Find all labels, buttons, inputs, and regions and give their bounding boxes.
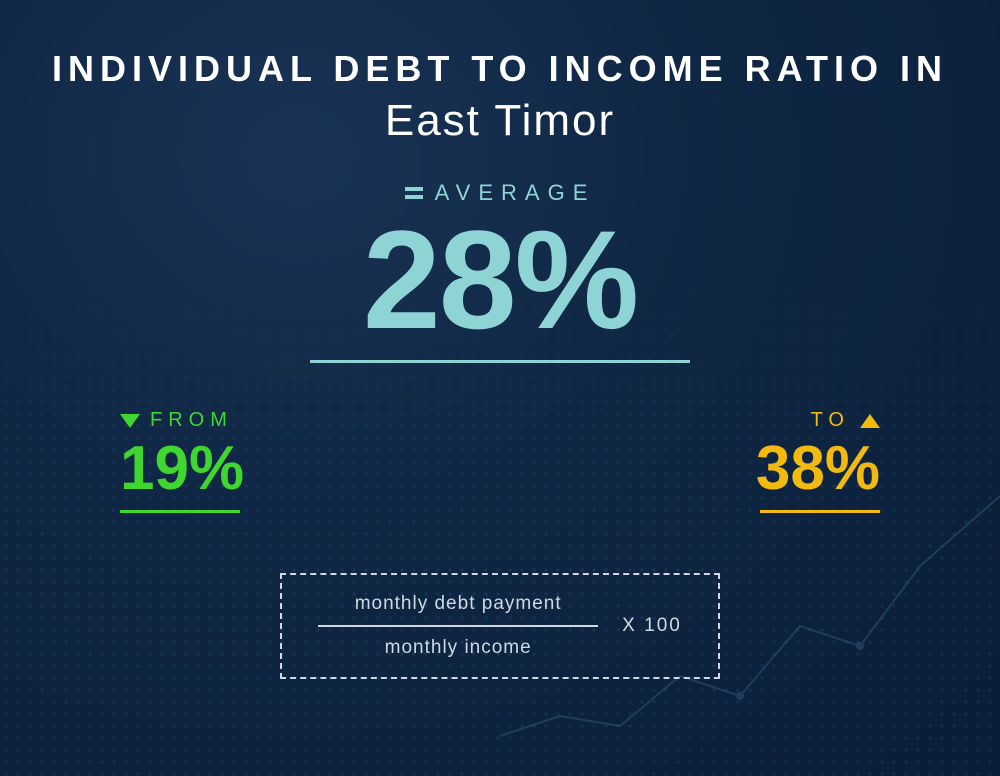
equals-icon	[405, 187, 423, 199]
average-value: 28%	[310, 210, 690, 350]
from-label: FROM	[150, 409, 233, 432]
triangle-up-icon	[860, 414, 880, 428]
formula-fraction-bar	[318, 625, 598, 627]
formula-numerator: monthly debt payment	[355, 593, 562, 615]
from-underline	[120, 510, 240, 513]
to-label: TO	[811, 409, 850, 432]
average-block: AVERAGE 28%	[310, 180, 690, 363]
to-underline	[760, 510, 880, 513]
from-label-row: FROM	[120, 409, 244, 432]
average-underline	[310, 360, 690, 363]
formula-denominator: monthly income	[385, 637, 532, 659]
to-label-row: TO	[756, 409, 880, 432]
formula-fraction: monthly debt payment monthly income	[318, 593, 598, 659]
from-value: 19%	[120, 438, 244, 500]
range-row: FROM 19% TO 38%	[120, 409, 880, 513]
to-value: 38%	[756, 438, 880, 500]
formula-multiplier: X 100	[622, 615, 682, 637]
from-block: FROM 19%	[120, 409, 244, 513]
formula-box: monthly debt payment monthly income X 10…	[280, 573, 720, 679]
title-line-2: East Timor	[385, 96, 615, 146]
content-wrapper: INDIVIDUAL DEBT TO INCOME RATIO IN East …	[0, 0, 1000, 776]
triangle-down-icon	[120, 414, 140, 428]
title-line-1: INDIVIDUAL DEBT TO INCOME RATIO IN	[52, 48, 948, 90]
to-block: TO 38%	[756, 409, 880, 513]
